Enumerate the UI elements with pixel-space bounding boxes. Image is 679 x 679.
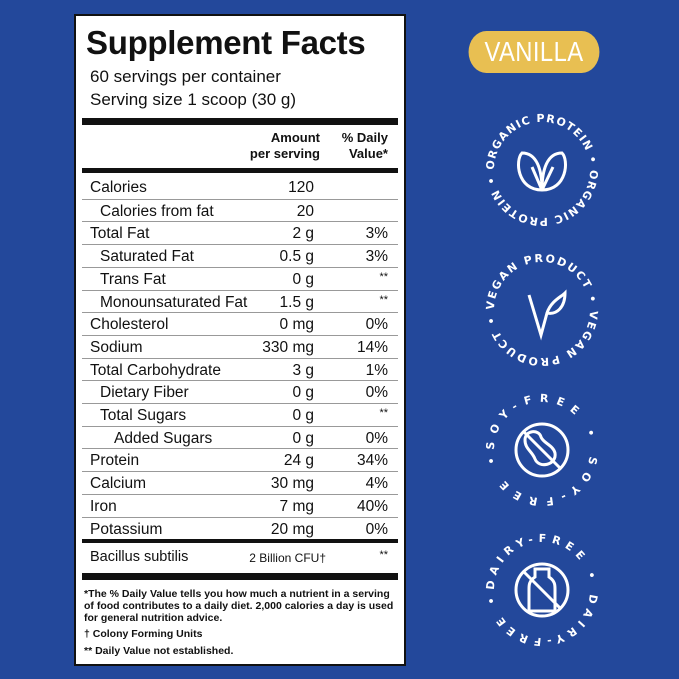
badge-text: ORGANIC PROTEIN • ORGANIC PROTEIN •	[484, 112, 601, 228]
nutrient-daily-value: **	[379, 293, 388, 306]
nutrient-amount: 0 g	[292, 429, 314, 447]
nutrient-row: Trans Fat 0 g **	[82, 266, 398, 290]
nutrient-row: Calories from fat 20	[82, 198, 398, 222]
badge-no-soy: SOY-FREE • SOY-FREE •	[484, 392, 599, 508]
badge-text: VEGAN PRODUCT • VEGAN PRODUCT •	[484, 252, 600, 368]
nutrient-name: Protein	[90, 452, 140, 470]
footnote-cfu: † Colony Forming Units	[84, 628, 203, 640]
nutrient-row: Calories 120	[82, 176, 398, 199]
no-soy-icon	[514, 422, 570, 478]
nutrient-name: Sodium	[90, 338, 143, 356]
nutrient-daily-value: 0%	[365, 384, 388, 402]
nutrient-amount: 3 g	[292, 361, 314, 379]
nutrient-row: Calcium 30 mg 4%	[82, 471, 398, 494]
nutrient-row: Saturated Fat 0.5 g 3%	[82, 244, 398, 267]
label-title: Supplement Facts	[86, 24, 366, 61]
nutrient-amount: 0 g	[292, 270, 314, 288]
nutrient-amount: 0 g	[292, 384, 314, 402]
nutrient-amount: 0.5 g	[279, 248, 314, 266]
nutrient-row: Total Fat 2 g 3%	[82, 221, 398, 244]
nutrient-row: Monounsaturated Fat 1.5 g **	[82, 289, 398, 313]
nutrient-row: Total Sugars 0 g **	[82, 403, 398, 426]
nutrient-amount: 7 mg	[279, 497, 314, 515]
nutrient-row: Iron 7 mg 40%	[82, 493, 398, 517]
nutrient-row: Potassium 20 mg 0%	[82, 516, 398, 540]
nutrient-name: Total Fat	[90, 225, 150, 243]
nutrient-daily-value: 3%	[365, 248, 388, 266]
divider	[82, 168, 398, 173]
nutrient-name: Total Carbohydrate	[90, 361, 221, 379]
nutrient-daily-value: 0%	[365, 316, 388, 334]
divider	[82, 118, 398, 125]
badge-no-dairy: DAIRY-FREE • DAIRY-FREE •	[484, 532, 599, 648]
nutrient-name: Saturated Fat	[100, 248, 194, 266]
nutrient-daily-value: 34%	[356, 452, 388, 470]
nutrient-name: Monounsaturated Fat	[100, 293, 248, 311]
nutrient-row: Protein 24 g 34%	[82, 448, 398, 471]
nutrient-daily-value: 0%	[365, 429, 388, 447]
leaf-icon	[517, 151, 567, 192]
servings-per-container: 60 servings per container	[90, 67, 281, 86]
footnote-daily-value: *The % Daily Value tells you how much a …	[84, 588, 394, 624]
nutrient-amount: 30 mg	[270, 475, 314, 493]
nutrient-row: Added Sugars 0 g 0%	[82, 425, 398, 449]
divider	[82, 539, 398, 543]
nutrient-daily-value: 3%	[365, 225, 388, 243]
nutrient-name: Iron	[90, 497, 117, 515]
nutrient-amount: 24 g	[283, 452, 314, 470]
supplement-facts-label: Supplement Facts 60 servings per contain…	[74, 14, 406, 666]
nutrient-row: Dietary Fiber 0 g 0%	[82, 380, 398, 403]
nutrient-daily-value: 40%	[356, 497, 388, 515]
nutrient-daily-value: **	[379, 407, 388, 419]
nutrient-amount: 1.5 g	[279, 293, 314, 311]
nutrient-daily-value: 14%	[356, 338, 388, 356]
nutrient-row: Total Carbohydrate 3 g 1%	[82, 357, 398, 381]
nutrient-daily-value: 4%	[365, 475, 388, 493]
nutrient-name: Calories from fat	[100, 202, 214, 220]
nutrient-daily-value: **	[379, 270, 388, 283]
daily-value-header: % Daily Value*	[341, 130, 388, 161]
nutrient-amount: 120	[288, 179, 314, 196]
nutrient-name: Added Sugars	[114, 429, 213, 447]
footnote-not-established: ** Daily Value not established.	[84, 645, 234, 657]
bacillus-row: Bacillus subtilis 2 Billion CFU† **	[90, 549, 388, 565]
nutrient-name: Total Sugars	[100, 407, 187, 424]
nutrient-amount: 20 mg	[270, 520, 314, 538]
nutrient-name: Cholesterol	[90, 316, 169, 334]
nutrient-name: Potassium	[90, 520, 163, 538]
serving-size: Serving size 1 scoop (30 g)	[90, 90, 296, 109]
no-dairy-icon	[514, 562, 570, 618]
vegan-leaf-icon	[527, 289, 567, 341]
nutrient-amount: 20	[296, 202, 314, 220]
nutrient-name: Dietary Fiber	[100, 384, 189, 402]
nutrient-name: Calories	[90, 179, 147, 196]
nutrient-amount: 330 mg	[262, 338, 314, 356]
nutrient-row: Sodium 330 mg 14%	[82, 334, 398, 358]
nutrient-row: Cholesterol 0 mg 0%	[82, 312, 398, 335]
nutrient-amount: 0 g	[292, 407, 314, 424]
badge-vegan-leaf: VEGAN PRODUCT • VEGAN PRODUCT •	[484, 252, 600, 368]
flavor-badge: VANILLA	[468, 31, 600, 73]
nutrient-amount: 0 mg	[279, 316, 314, 334]
divider	[82, 573, 398, 580]
nutrient-daily-value: 1%	[365, 361, 388, 379]
nutrient-name: Trans Fat	[100, 270, 166, 288]
badge-leaf: ORGANIC PROTEIN • ORGANIC PROTEIN •	[484, 112, 601, 228]
nutrient-daily-value: 0%	[365, 520, 388, 538]
nutrient-amount: 2 g	[292, 225, 314, 243]
amount-header: Amount per serving	[249, 130, 320, 161]
nutrient-name: Calcium	[90, 475, 146, 493]
